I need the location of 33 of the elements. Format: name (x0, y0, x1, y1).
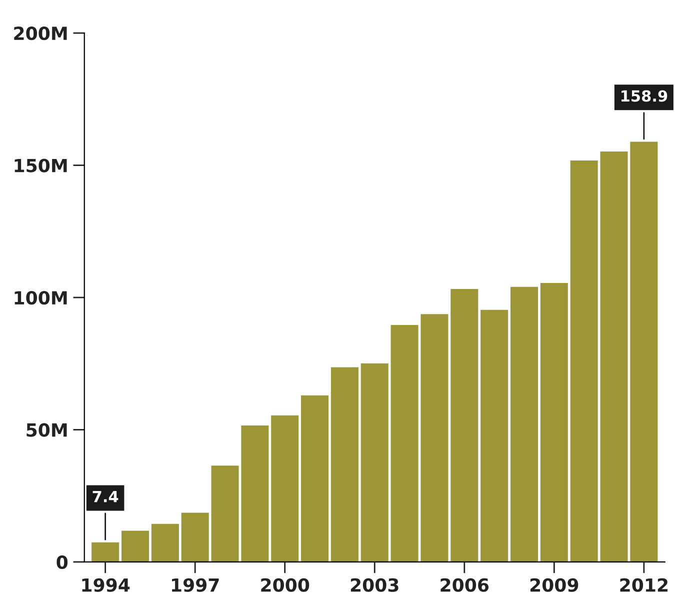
y-tick-label: 150M (14, 158, 67, 172)
x-tick-label: 2003 (350, 578, 398, 592)
bar (301, 395, 329, 562)
x-tick-label: 2009 (530, 578, 578, 592)
bar (330, 367, 358, 562)
bar (510, 286, 538, 562)
x-tick-label: 2000 (261, 578, 310, 592)
bar (241, 425, 269, 562)
bar (211, 466, 239, 562)
bar (600, 152, 628, 562)
data-label: 7.4 (92, 491, 118, 502)
bar (570, 160, 598, 562)
x-tick-label: 2012 (620, 578, 668, 592)
y-tick-label: 100M (14, 290, 67, 305)
x-tick-label: 1994 (82, 578, 130, 592)
bar (390, 324, 418, 562)
bar (271, 415, 299, 562)
bar (420, 314, 448, 562)
y-tick-label: 0 (56, 555, 68, 570)
data-label: 158.9 (621, 90, 668, 102)
y-tick-label: 200M (14, 26, 67, 40)
bar (92, 542, 120, 562)
bar (181, 512, 209, 562)
bar (480, 310, 508, 562)
x-tick-label: 2006 (440, 578, 489, 592)
bar (630, 142, 658, 562)
bar (121, 530, 150, 562)
bar (450, 289, 478, 562)
x-tick-label: 1997 (172, 578, 219, 592)
bar (360, 363, 388, 562)
y-tick-label: 50M (26, 423, 67, 437)
bar (151, 524, 179, 562)
bar (540, 282, 568, 562)
